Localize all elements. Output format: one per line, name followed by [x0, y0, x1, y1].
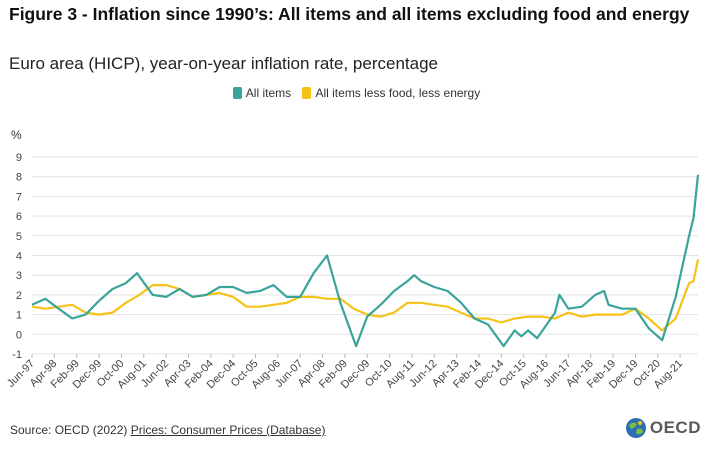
- y-tick-label: 1: [16, 310, 22, 322]
- source-link[interactable]: Prices: Consumer Prices (Database): [130, 423, 326, 437]
- source-prefix: Source: OECD (2022): [10, 423, 131, 437]
- chart-subtitle: Euro area (HICP), year-on-year inflation…: [9, 54, 438, 73]
- legend-item-core[interactable]: All items less food, less energy: [302, 86, 480, 100]
- y-tick-label: 2: [16, 290, 22, 302]
- globe-icon: [625, 418, 646, 438]
- legend: All items All items less food, less ener…: [0, 86, 713, 102]
- y-tick-label: -1: [12, 349, 22, 361]
- y-tick-label: 8: [16, 172, 22, 184]
- y-tick-label: 7: [16, 191, 22, 203]
- series-line-all-items: [31, 174, 700, 348]
- y-tick-label: 9: [16, 152, 22, 164]
- oecd-logo: OECD: [625, 417, 701, 439]
- legend-swatch-all-items: [232, 87, 242, 99]
- legend-label-all-items: All items: [245, 86, 292, 100]
- y-tick-label: 0: [16, 329, 22, 341]
- y-tick-label: 3: [16, 270, 22, 282]
- logo-text: OECD: [649, 418, 701, 437]
- legend-item-all-items[interactable]: All items: [232, 86, 292, 100]
- series-line-core: [31, 259, 700, 332]
- y-tick-label: 5: [16, 231, 22, 243]
- y-tick-label: 4: [16, 251, 22, 263]
- y-tick-label: 6: [16, 211, 22, 223]
- y-axis-unit-label: %: [11, 128, 22, 142]
- legend-swatch-core: [302, 87, 312, 99]
- chart-title: Figure 3 - Inflation since 1990’s: All i…: [9, 4, 690, 24]
- line-chart: -10123456789Jun-97Apr-98Feb-99Dec-99Oct-…: [5, 152, 700, 391]
- legend-label-core: All items less food, less energy: [315, 86, 481, 100]
- source-note: Source: OECD (2022) Prices: Consumer Pri…: [10, 423, 325, 437]
